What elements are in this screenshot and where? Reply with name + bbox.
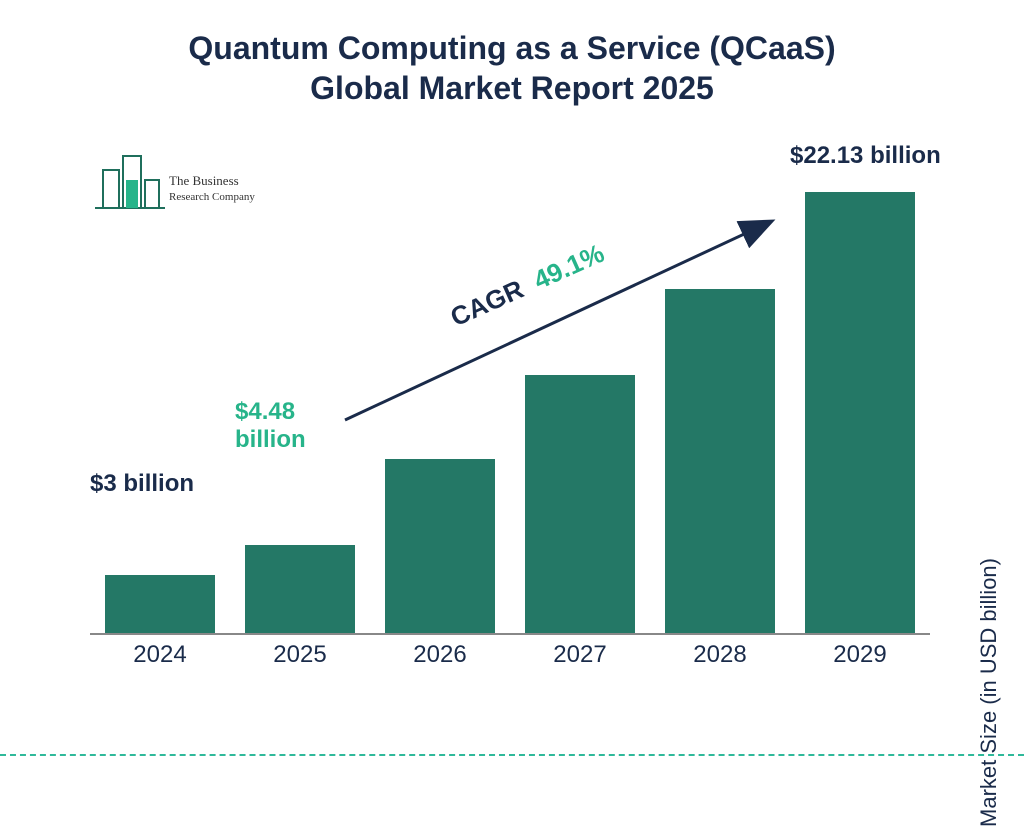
bar-wrap xyxy=(805,192,915,635)
bar-wrap xyxy=(525,375,635,635)
bottom-dashed-line xyxy=(0,754,1024,756)
bar-wrap xyxy=(385,459,495,635)
title-line-2: Global Market Report 2025 xyxy=(310,70,714,106)
x-axis-labels: 2024 2025 2026 2027 2028 2029 xyxy=(90,635,930,675)
x-axis-label: 2026 xyxy=(385,635,495,669)
bar-chart: 2024 2025 2026 2027 2028 2029 xyxy=(90,175,930,675)
bar xyxy=(805,192,915,635)
bars-container xyxy=(90,175,930,635)
bar-wrap xyxy=(105,575,215,635)
x-axis-label: 2027 xyxy=(525,635,635,669)
value-label-2024: $3 billion xyxy=(90,470,194,498)
bar xyxy=(385,459,495,635)
x-axis-label: 2024 xyxy=(105,635,215,669)
value-label-2029: $22.13 billion xyxy=(790,142,941,170)
x-axis-label: 2029 xyxy=(805,635,915,669)
bar xyxy=(105,575,215,635)
y-axis-label: Market Size (in USD billion) xyxy=(976,558,1002,827)
title-line-1: Quantum Computing as a Service (QCaaS) xyxy=(188,30,835,66)
bar-wrap xyxy=(245,545,355,635)
bar xyxy=(525,375,635,635)
value-label-2025: $4.48 billion xyxy=(235,398,306,453)
x-axis-label: 2028 xyxy=(665,635,775,669)
bar-wrap xyxy=(665,289,775,635)
bar xyxy=(245,545,355,635)
bar xyxy=(665,289,775,635)
x-axis-label: 2025 xyxy=(245,635,355,669)
chart-title: Quantum Computing as a Service (QCaaS) G… xyxy=(0,28,1024,108)
